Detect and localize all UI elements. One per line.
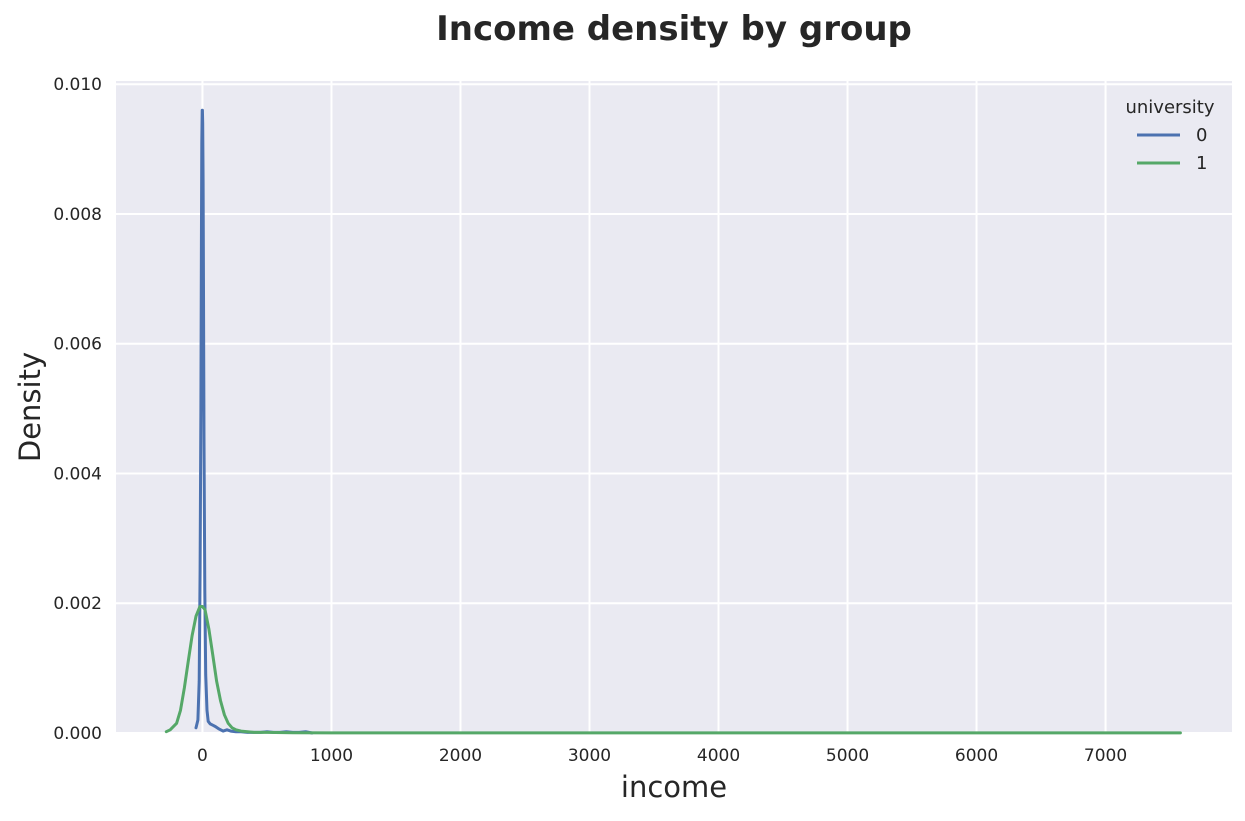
x-tick-label: 1000 bbox=[310, 746, 353, 766]
y-tick-label: 0.004 bbox=[53, 464, 102, 484]
series-line-1 bbox=[164, 605, 1182, 735]
legend: university 01 bbox=[1125, 97, 1214, 174]
y-axis-label: Density bbox=[13, 352, 47, 462]
y-tick-label: 0.008 bbox=[53, 205, 102, 225]
y-tick-label: 0.006 bbox=[53, 335, 102, 355]
series-lines bbox=[164, 108, 1182, 735]
x-tick-label: 2000 bbox=[439, 746, 482, 766]
legend-items: 01 bbox=[1137, 125, 1207, 174]
y-tick-label: 0.000 bbox=[53, 724, 102, 744]
legend-title: university bbox=[1125, 97, 1214, 118]
x-tick-label: 6000 bbox=[955, 746, 998, 766]
y-tick-label: 0.002 bbox=[53, 594, 102, 614]
plot-background bbox=[116, 81, 1232, 733]
chart-title: Income density by group bbox=[436, 9, 912, 49]
x-axis-label: income bbox=[621, 770, 727, 804]
tick-labels: 0 1000 2000 3000 4000 5000 6000 7000 0.000 0.002 0… bbox=[53, 75, 1127, 766]
x-tick-label: 5000 bbox=[826, 746, 869, 766]
x-tick-label: 7000 bbox=[1084, 746, 1127, 766]
x-tick-label: 4000 bbox=[697, 746, 740, 766]
legend-label-0: 0 bbox=[1196, 125, 1207, 146]
x-tick-label: 0 bbox=[197, 746, 208, 766]
x-tick-label: 3000 bbox=[568, 746, 611, 766]
legend-label-1: 1 bbox=[1196, 153, 1207, 174]
y-tick-label: 0.010 bbox=[53, 75, 102, 95]
